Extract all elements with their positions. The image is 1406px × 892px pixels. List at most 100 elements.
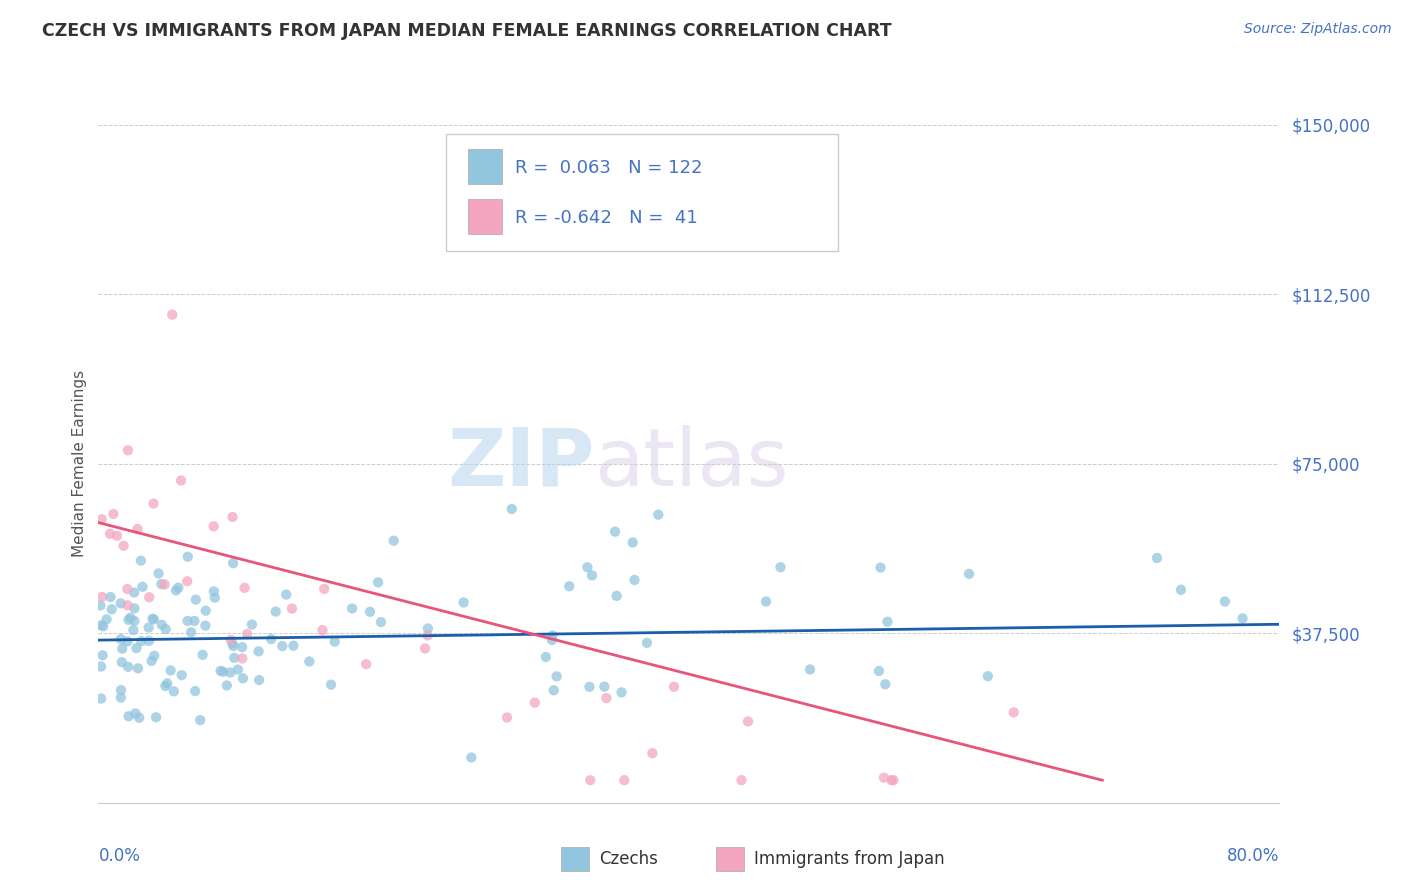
Point (96, 612, 118, 626)
Point (194, 618, 217, 632)
Text: R = -0.642   N =  41: R = -0.642 N = 41 (515, 209, 697, 227)
Point (323, 634, 346, 648)
Point (636, 636, 658, 650)
Point (558, 579, 581, 593)
Point (163, 684, 186, 698)
Point (127, 522, 149, 536)
Point (460, 750, 482, 764)
Point (730, 773, 752, 788)
Point (595, 691, 617, 706)
Point (90, 512, 112, 526)
Point (873, 771, 896, 785)
Point (869, 560, 891, 574)
Point (416, 622, 439, 636)
Point (180, 625, 202, 640)
Point (578, 680, 600, 694)
Point (276, 588, 298, 602)
Point (111, 641, 134, 656)
Point (188, 713, 211, 727)
Point (100, 602, 122, 616)
Point (91, 648, 114, 663)
Point (367, 575, 389, 590)
Point (150, 617, 173, 632)
Point (233, 581, 256, 595)
Point (215, 678, 238, 692)
Point (103, 507, 125, 521)
Point (453, 595, 475, 609)
Point (543, 683, 565, 698)
Point (141, 654, 163, 668)
Point (281, 601, 304, 615)
Point (194, 604, 217, 618)
Point (91, 619, 114, 633)
Point (91, 590, 114, 604)
Point (125, 641, 148, 656)
Point (162, 308, 183, 322)
Point (231, 651, 253, 665)
Point (581, 568, 603, 582)
Point (737, 714, 759, 729)
Point (523, 696, 546, 710)
Point (340, 601, 363, 615)
Point (576, 560, 599, 574)
Text: Immigrants from Japan: Immigrants from Japan (754, 849, 945, 868)
Point (124, 706, 146, 721)
Point (977, 669, 1000, 683)
Point (236, 627, 259, 641)
Point (613, 773, 636, 788)
Point (413, 641, 436, 656)
Point (541, 632, 564, 647)
Point (117, 634, 139, 648)
Point (165, 583, 187, 598)
Point (159, 664, 181, 678)
Point (1002, 706, 1025, 720)
Point (354, 657, 377, 672)
Point (209, 664, 232, 678)
Text: R =  0.063   N = 122: R = 0.063 N = 122 (515, 160, 702, 178)
Point (138, 633, 160, 648)
Point (314, 582, 336, 596)
Point (222, 639, 245, 653)
Point (122, 623, 145, 637)
Point (155, 679, 177, 693)
Point (221, 636, 243, 650)
Point (319, 678, 342, 692)
Point (145, 710, 167, 724)
Point (868, 664, 890, 678)
Point (138, 620, 160, 634)
Point (176, 614, 198, 628)
Point (100, 590, 122, 604)
Point (382, 533, 405, 548)
Point (105, 529, 128, 543)
Text: CZECH VS IMMIGRANTS FROM JAPAN MEDIAN FEMALE EARNINGS CORRELATION CHART: CZECH VS IMMIGRANTS FROM JAPAN MEDIAN FE… (42, 22, 891, 40)
Text: 0.0%: 0.0% (98, 847, 141, 865)
Point (264, 605, 287, 619)
Point (110, 690, 132, 705)
Point (496, 710, 519, 724)
Point (110, 596, 132, 610)
Point (1170, 582, 1192, 597)
Point (191, 648, 214, 662)
Text: Czechs: Czechs (599, 849, 658, 868)
Point (662, 680, 685, 694)
Point (142, 497, 165, 511)
Point (184, 592, 207, 607)
Point (170, 668, 193, 682)
Point (541, 628, 564, 642)
Point (138, 591, 160, 605)
Point (370, 615, 392, 629)
Point (170, 474, 193, 488)
Point (957, 566, 980, 581)
Point (880, 773, 903, 788)
Point (247, 644, 270, 658)
Point (124, 614, 146, 628)
Text: ZIP: ZIP (447, 425, 595, 503)
Point (177, 549, 200, 564)
Point (90, 659, 112, 673)
Point (219, 632, 242, 647)
Point (184, 684, 207, 698)
Point (202, 519, 225, 533)
Point (610, 685, 633, 699)
Point (212, 665, 235, 679)
Point (150, 577, 173, 591)
